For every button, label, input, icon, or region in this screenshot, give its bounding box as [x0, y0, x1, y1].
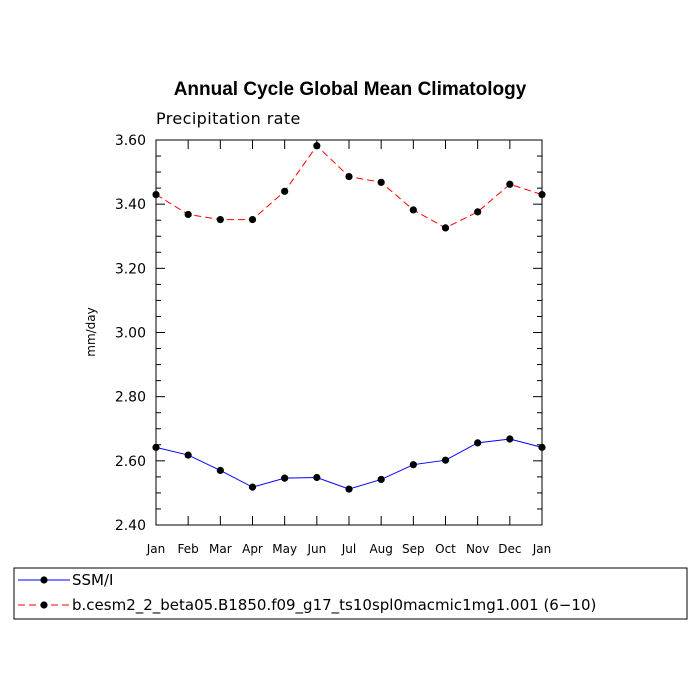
y-tick-label: 2.80: [115, 390, 146, 406]
data-point: [216, 466, 224, 475]
data-point: [409, 461, 417, 469]
legend: SSM/I b.cesm2_2_beta05.B1850.f09_g17_ts10…: [13, 567, 688, 620]
y-tick-label: 2.60: [115, 454, 146, 470]
x-tick-label: Oct: [435, 542, 456, 556]
data-point: [152, 443, 160, 451]
legend-label: SSM/I: [72, 571, 113, 589]
y-tick-label: 3.20: [115, 261, 146, 277]
y-axis-label: mm/day: [84, 307, 98, 357]
y-tick-label: 3.40: [115, 197, 146, 213]
legend-swatch-marker: [40, 601, 48, 609]
x-tick-label: Jul: [341, 542, 356, 556]
legend-swatch-marker: [40, 576, 48, 584]
legend-label: b.cesm2_2_beta05.B1850.f09_g17_ts10spl0m…: [72, 596, 596, 615]
data-point: [506, 180, 514, 188]
plot-area: 2.40 2.60 2.80 3.00 3.20 3.40 3.60 Jan Feb Mar Apr…: [115, 133, 551, 556]
series-line-0: [155, 438, 543, 490]
data-point: [281, 187, 289, 195]
data-point: [313, 142, 321, 150]
x-tick-label: Apr: [242, 542, 263, 556]
legend-frame: [13, 567, 688, 620]
data-point: [474, 208, 482, 216]
data-point: [441, 456, 450, 464]
x-tick-label: Feb: [178, 542, 199, 556]
x-tick-label: Aug: [369, 542, 392, 556]
data-point: [345, 485, 353, 493]
data-point: [313, 473, 321, 482]
data-point: [345, 172, 353, 181]
data-point: [441, 224, 450, 232]
data-point: [184, 210, 192, 219]
data-point: [184, 451, 192, 459]
data-point: [474, 439, 482, 447]
data-point: [538, 443, 546, 451]
x-tick-label: Jun: [306, 542, 326, 556]
chart-subtitle: Precipitation rate: [156, 109, 301, 128]
data-point: [152, 190, 160, 199]
data-point: [409, 206, 417, 214]
data-point: [506, 435, 514, 443]
x-tick-label: Jan: [532, 542, 552, 556]
y-tick-label: 2.40: [115, 518, 146, 534]
chart-title: Annual Cycle Global Mean Climatology: [174, 79, 527, 100]
x-tick-label: Jan: [146, 542, 166, 556]
data-point: [248, 215, 257, 224]
data-point: [248, 483, 257, 491]
y-tick-label: 3.60: [115, 133, 146, 149]
x-tick-label: Sep: [402, 542, 425, 556]
x-tick-label: Nov: [466, 542, 489, 556]
data-point: [538, 190, 546, 199]
series-line-1: [155, 145, 543, 229]
data-point: [216, 215, 224, 224]
x-tick-label: Mar: [209, 542, 232, 556]
data-point: [377, 178, 385, 186]
data-point: [377, 475, 385, 484]
data-point: [281, 474, 289, 482]
y-tick-label: 3.00: [115, 326, 146, 342]
x-tick-label: May: [272, 542, 297, 556]
x-tick-label: Dec: [498, 542, 521, 556]
